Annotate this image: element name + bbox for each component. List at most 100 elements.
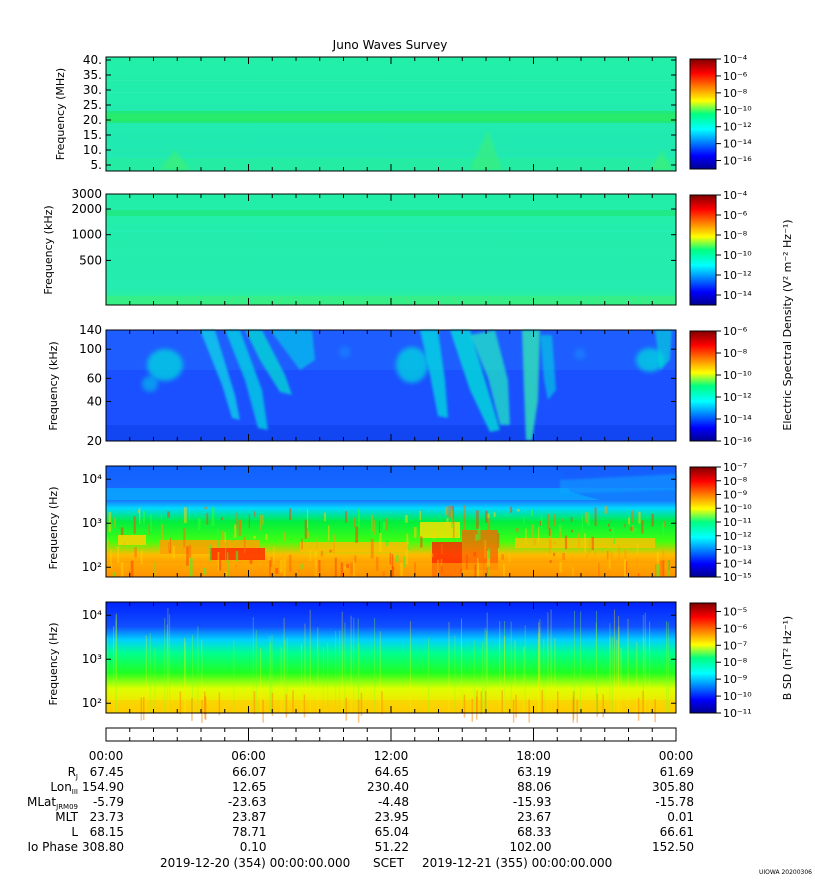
ephemeris-value: 51.22	[375, 840, 409, 854]
ephemeris-value: 23.73	[90, 810, 124, 824]
credit-stamp: UIOWA 20200306	[759, 869, 812, 876]
panel-2-ylabel: Frequency (kHz)	[42, 205, 55, 294]
y-tick-label: 10³	[82, 516, 102, 530]
range-end: 2019-12-21 (355) 00:00:00.000	[422, 856, 612, 870]
ephemeris-value: -15.78	[655, 795, 694, 809]
panel-3-colorbar	[689, 330, 717, 442]
y-tick-label: 20	[87, 434, 102, 448]
range-label: SCET	[373, 856, 405, 870]
ephemeris-value: -23.63	[228, 795, 267, 809]
time-tick-label: 18:00	[516, 749, 551, 763]
colorbar-tick-label: 10⁻¹²	[723, 391, 752, 404]
y-tick-label: 10²	[82, 696, 102, 710]
colorbar-tick-label: 10⁻¹²	[723, 530, 752, 543]
ephemeris-value: 23.95	[375, 810, 409, 824]
colorbar-tick-label: 10⁻⁹	[723, 673, 747, 686]
colorbar-tick-label: 10⁻⁷	[723, 461, 747, 474]
time-tick-label: 06:00	[231, 749, 266, 763]
y-tick-label: 10⁴	[82, 472, 102, 486]
magnetic-colorbar-label: B SD (nT² Hz⁻¹)	[781, 616, 794, 700]
y-tick-label: 1000	[71, 228, 102, 242]
time-tick-label: 12:00	[374, 749, 409, 763]
ephemeris-label: MLatJRM09	[27, 795, 78, 811]
y-tick-label: 10⁴	[82, 608, 102, 622]
panel-1-colorbar	[689, 58, 717, 170]
y-tick-label: 100	[79, 342, 102, 356]
colorbar-tick-label: 10⁻⁷	[723, 639, 747, 652]
colorbar-tick-label: 10⁻¹²	[723, 269, 752, 282]
ephemeris-value: -4.48	[378, 795, 409, 809]
colorbar-tick-label: 10⁻¹⁰	[723, 369, 752, 382]
colorbar-tick-label: 10⁻¹³	[723, 544, 752, 557]
colorbar-tick-label: 10⁻¹¹	[723, 516, 752, 529]
y-tick-label: 10³	[82, 652, 102, 666]
y-tick-label: 30.	[83, 83, 102, 97]
y-tick-label: 40	[87, 394, 102, 408]
panel-4-colorbar	[689, 466, 717, 578]
ephemeris-label: RJ	[68, 765, 78, 781]
ephemeris-label: Io Phase	[27, 840, 78, 854]
ephemeris-value: 102.00	[510, 840, 552, 854]
ephemeris-value: 64.65	[375, 765, 409, 779]
ephemeris-value: 67.45	[90, 765, 124, 779]
y-tick-label: 140	[79, 323, 102, 337]
time-tick-label: 00:00	[659, 749, 694, 763]
colorbar-tick-label: 10⁻⁵	[723, 605, 747, 618]
ephemeris-value: 23.67	[517, 810, 551, 824]
panel-1-ylabel: Frequency (MHz)	[54, 68, 67, 160]
panel-5: 10² 10³ 10⁴ Frequency (Hz) 10⁻⁵ 10⁻⁶ 10⁻⁷ 10⁻…	[47, 601, 794, 723]
ephemeris-value: 66.07	[232, 765, 266, 779]
range-start: 2019-12-20 (354) 00:00:00.000	[160, 856, 350, 870]
ephemeris-label: MLT	[55, 810, 78, 824]
y-tick-label: 15.	[83, 128, 102, 142]
panel-2-colorbar	[689, 194, 717, 306]
panel-5-ylabel: Frequency (Hz)	[47, 623, 60, 706]
ephemeris-value: 308.80	[82, 840, 124, 854]
y-tick-label: 10.	[83, 143, 102, 157]
ephemeris-value: 12.65	[232, 780, 266, 794]
ephemeris-value: 23.87	[232, 810, 266, 824]
colorbar-tick-label: 10⁻⁶	[723, 70, 748, 83]
ephemeris-label: L	[71, 825, 78, 839]
colorbar-tick-label: 10⁻¹⁴	[723, 413, 752, 426]
colorbar-tick-label: 10⁻¹⁰	[723, 249, 752, 262]
colorbar-tick-label: 10⁻¹¹	[723, 707, 752, 720]
ephemeris-value: 61.69	[660, 765, 694, 779]
ephemeris-value: 154.90	[82, 780, 124, 794]
colorbar-tick-label: 10⁻⁶	[723, 622, 748, 635]
colorbar-tick-label: 10⁻¹⁰	[723, 502, 752, 515]
colorbar-tick-label: 10⁻¹⁴	[723, 138, 752, 151]
y-tick-label: 20.	[83, 113, 102, 127]
panel-4-ylabel: Frequency (Hz)	[47, 487, 60, 570]
time-tick-label: 00:00	[89, 749, 124, 763]
y-tick-label: 5.	[91, 158, 102, 172]
y-tick-label: 60	[87, 371, 102, 385]
ephemeris-value: 63.19	[517, 765, 551, 779]
y-tick-label: 10²	[82, 560, 102, 574]
colorbar-tick-label: 10⁻⁸	[723, 229, 748, 242]
ephemeris-value: 230.40	[367, 780, 409, 794]
ephemeris-value: -5.79	[93, 795, 124, 809]
ephemeris-value: 68.33	[517, 825, 551, 839]
figure-title: Juno Waves Survey	[332, 38, 448, 52]
colorbar-tick-label: 10⁻⁶	[723, 325, 748, 338]
colorbar-tick-label: 10⁻⁸	[723, 87, 748, 100]
colorbar-tick-label: 10⁻⁴	[723, 53, 748, 66]
colorbar-tick-label: 10⁻⁸	[723, 656, 748, 669]
ephemeris-value: 66.61	[660, 825, 694, 839]
ephemeris-value: 305.80	[652, 780, 694, 794]
colorbar-tick-label: 10⁻¹⁴	[723, 557, 752, 570]
colorbar-tick-label: 10⁻¹⁶	[723, 435, 752, 448]
colorbar-tick-label: 10⁻¹⁰	[723, 104, 752, 117]
y-tick-label: 40.	[83, 53, 102, 67]
ephemeris-value: 78.71	[232, 825, 266, 839]
colorbar-tick-label: 10⁻¹⁴	[723, 289, 752, 302]
y-tick-label: 35.	[83, 68, 102, 82]
panel-5-colorbar	[689, 602, 717, 714]
ephemeris-value: 68.15	[90, 825, 124, 839]
y-tick-label: 500	[79, 253, 102, 267]
colorbar-tick-label: 10⁻¹²	[723, 121, 752, 134]
